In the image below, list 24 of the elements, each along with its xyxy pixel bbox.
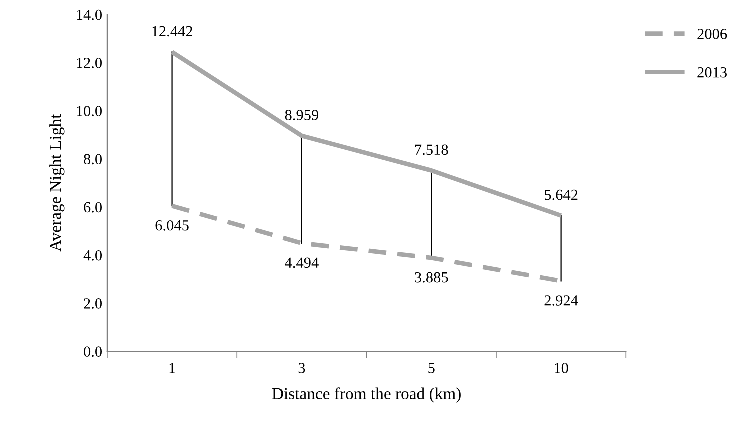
legend-label: 2013 — [698, 67, 727, 78]
data-label: 3.885 — [415, 272, 448, 283]
data-label: 4.494 — [285, 258, 319, 268]
y-tick-label: 0.0 — [84, 346, 102, 358]
y-tick-label: 14.0 — [77, 10, 102, 20]
data-label: 7.518 — [415, 144, 448, 156]
y-tick-label: 10.0 — [77, 106, 102, 116]
y-tick-label: 6.0 — [84, 202, 102, 213]
x-tick-label: 3 — [298, 363, 306, 374]
y-tick-label: 12.0 — [77, 58, 102, 68]
y-axis-title: Average Night Light — [50, 114, 65, 252]
x-tick-label: 1 — [170, 363, 176, 374]
x-tick-label: 5 — [428, 363, 435, 374]
y-tick-label: 2.0 — [84, 298, 102, 309]
data-label: 6.045 — [156, 220, 189, 231]
data-label: 8.959 — [285, 110, 319, 120]
y-tick-label: 8.0 — [84, 154, 102, 165]
data-label: 2.924 — [544, 296, 578, 306]
data-label: 5.642 — [545, 190, 578, 200]
legend-label: 2006 — [698, 29, 728, 40]
data-label: 12.442 — [152, 26, 192, 37]
y-tick-label: 4.0 — [84, 250, 102, 261]
x-tick-label: 10 — [555, 363, 568, 374]
x-axis-title: Distance from the road (km) — [272, 388, 461, 403]
